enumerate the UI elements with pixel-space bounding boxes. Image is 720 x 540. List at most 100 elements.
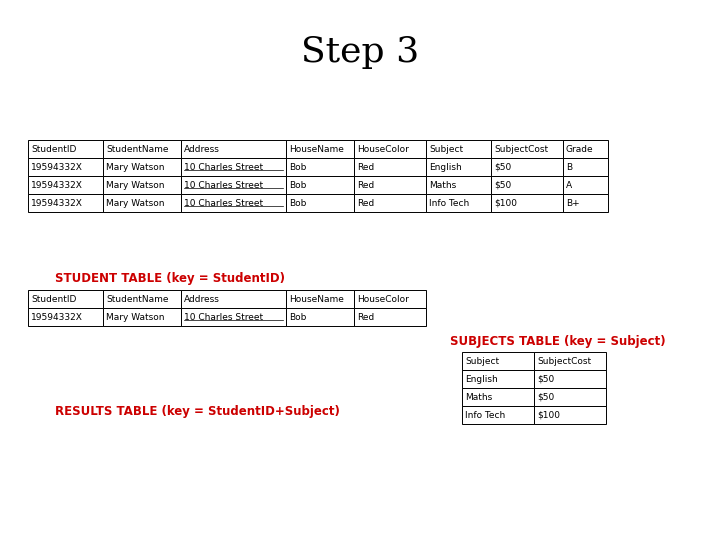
Bar xyxy=(354,158,426,176)
Text: Bob: Bob xyxy=(289,199,307,207)
Text: Maths: Maths xyxy=(465,393,492,402)
Text: $100: $100 xyxy=(494,199,517,207)
Text: Mary Watson: Mary Watson xyxy=(106,313,164,321)
Text: 19594332X: 19594332X xyxy=(31,163,83,172)
Text: A: A xyxy=(566,180,572,190)
Bar xyxy=(426,140,491,158)
Text: StudentID: StudentID xyxy=(31,145,76,153)
Bar xyxy=(103,194,181,212)
Text: HouseName: HouseName xyxy=(289,145,344,153)
Text: Red: Red xyxy=(357,313,374,321)
Bar xyxy=(426,194,491,212)
Bar xyxy=(462,406,534,424)
Text: $50: $50 xyxy=(537,375,554,383)
Bar xyxy=(534,352,606,370)
Bar xyxy=(354,290,426,308)
Bar xyxy=(181,290,286,308)
Bar xyxy=(354,308,426,326)
Bar xyxy=(534,370,606,388)
Bar xyxy=(491,158,563,176)
Text: $50: $50 xyxy=(537,393,554,402)
Bar xyxy=(181,308,286,326)
Bar xyxy=(286,194,354,212)
Bar xyxy=(181,176,286,194)
Text: HouseColor: HouseColor xyxy=(357,145,409,153)
Bar xyxy=(28,140,103,158)
Text: Subject: Subject xyxy=(465,356,499,366)
Bar xyxy=(28,176,103,194)
Bar xyxy=(286,158,354,176)
Text: Address: Address xyxy=(184,145,220,153)
Bar xyxy=(534,388,606,406)
Text: STUDENT TABLE (key = StudentID): STUDENT TABLE (key = StudentID) xyxy=(55,272,285,285)
Bar xyxy=(103,308,181,326)
Text: SUBJECTS TABLE (key = Subject): SUBJECTS TABLE (key = Subject) xyxy=(450,335,665,348)
Bar xyxy=(354,140,426,158)
Bar xyxy=(286,176,354,194)
Text: $50: $50 xyxy=(494,180,511,190)
Text: Info Tech: Info Tech xyxy=(429,199,469,207)
Bar xyxy=(491,140,563,158)
Text: Bob: Bob xyxy=(289,313,307,321)
Bar xyxy=(103,158,181,176)
Bar xyxy=(181,140,286,158)
Text: B+: B+ xyxy=(566,199,580,207)
Text: Maths: Maths xyxy=(429,180,456,190)
Text: 10 Charles Street: 10 Charles Street xyxy=(184,199,263,207)
Bar xyxy=(28,308,103,326)
Bar xyxy=(103,290,181,308)
Text: Subject: Subject xyxy=(429,145,463,153)
Text: Address: Address xyxy=(184,294,220,303)
Text: $50: $50 xyxy=(494,163,511,172)
Text: 10 Charles Street: 10 Charles Street xyxy=(184,163,263,172)
Text: Red: Red xyxy=(357,163,374,172)
Bar xyxy=(28,158,103,176)
Bar xyxy=(181,194,286,212)
Bar xyxy=(491,176,563,194)
Text: English: English xyxy=(429,163,462,172)
Text: Red: Red xyxy=(357,180,374,190)
Bar xyxy=(28,290,103,308)
Bar xyxy=(181,158,286,176)
Bar xyxy=(103,140,181,158)
Text: English: English xyxy=(465,375,498,383)
Text: Info Tech: Info Tech xyxy=(465,410,505,420)
Text: Bob: Bob xyxy=(289,180,307,190)
Bar xyxy=(28,194,103,212)
Text: Mary Watson: Mary Watson xyxy=(106,163,164,172)
Text: 10 Charles Street: 10 Charles Street xyxy=(184,180,263,190)
Bar xyxy=(286,290,354,308)
Text: 19594332X: 19594332X xyxy=(31,180,83,190)
Bar xyxy=(354,176,426,194)
Bar xyxy=(426,158,491,176)
Text: 19594332X: 19594332X xyxy=(31,313,83,321)
Text: HouseName: HouseName xyxy=(289,294,344,303)
Text: StudentName: StudentName xyxy=(106,294,168,303)
Bar xyxy=(426,176,491,194)
Text: SubjectCost: SubjectCost xyxy=(494,145,548,153)
Text: RESULTS TABLE (key = StudentID+Subject): RESULTS TABLE (key = StudentID+Subject) xyxy=(55,405,340,418)
Bar xyxy=(286,140,354,158)
Bar xyxy=(462,388,534,406)
Bar xyxy=(563,176,608,194)
Bar xyxy=(286,308,354,326)
Bar xyxy=(462,352,534,370)
Text: Red: Red xyxy=(357,199,374,207)
Bar xyxy=(563,140,608,158)
Text: Mary Watson: Mary Watson xyxy=(106,199,164,207)
Text: Mary Watson: Mary Watson xyxy=(106,180,164,190)
Text: Grade: Grade xyxy=(566,145,593,153)
Bar xyxy=(563,158,608,176)
Text: B: B xyxy=(566,163,572,172)
Text: 10 Charles Street: 10 Charles Street xyxy=(184,313,263,321)
Text: HouseColor: HouseColor xyxy=(357,294,409,303)
Text: StudentID: StudentID xyxy=(31,294,76,303)
Text: StudentName: StudentName xyxy=(106,145,168,153)
Bar xyxy=(354,194,426,212)
Text: SubjectCost: SubjectCost xyxy=(537,356,591,366)
Bar xyxy=(534,406,606,424)
Bar xyxy=(491,194,563,212)
Text: Step 3: Step 3 xyxy=(301,35,419,69)
Text: $100: $100 xyxy=(537,410,560,420)
Bar xyxy=(563,194,608,212)
